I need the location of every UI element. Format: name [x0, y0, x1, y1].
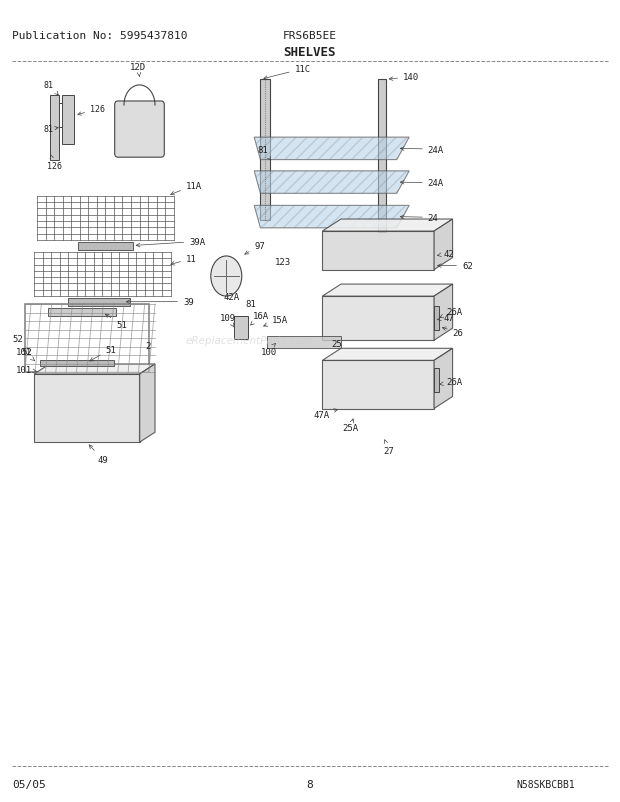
Text: 101: 101	[16, 365, 37, 374]
Polygon shape	[34, 364, 155, 375]
Text: 81: 81	[43, 81, 58, 95]
Polygon shape	[140, 364, 155, 443]
Text: N58SKBCBB1: N58SKBCBB1	[516, 780, 575, 789]
Text: 97: 97	[245, 241, 265, 255]
Text: 101: 101	[16, 347, 35, 361]
Text: 123: 123	[275, 257, 291, 266]
Polygon shape	[34, 375, 140, 443]
Text: 25A: 25A	[342, 419, 358, 432]
Text: 11A: 11A	[170, 181, 202, 196]
Bar	[48, 309, 116, 317]
Text: 26: 26	[443, 327, 463, 337]
FancyBboxPatch shape	[115, 102, 164, 158]
Text: 109: 109	[220, 314, 236, 328]
Circle shape	[211, 257, 242, 297]
Text: 51: 51	[105, 314, 126, 329]
Text: 15A: 15A	[264, 315, 288, 327]
Bar	[40, 360, 114, 367]
Polygon shape	[254, 206, 409, 229]
Bar	[234, 317, 248, 339]
Polygon shape	[322, 220, 453, 232]
Text: 49: 49	[89, 445, 108, 464]
Bar	[68, 298, 130, 306]
Text: 24A: 24A	[401, 179, 444, 188]
Text: 126: 126	[46, 156, 61, 170]
Bar	[62, 96, 74, 144]
Text: 8: 8	[307, 780, 313, 789]
Text: 42: 42	[438, 249, 454, 258]
Text: 39A: 39A	[136, 237, 205, 248]
Text: FRS6B5EE: FRS6B5EE	[283, 31, 337, 41]
Text: 24: 24	[401, 213, 438, 222]
Polygon shape	[322, 232, 434, 270]
Text: 140: 140	[389, 73, 419, 82]
Polygon shape	[434, 220, 453, 270]
Text: 52: 52	[22, 347, 32, 356]
Text: 39: 39	[126, 298, 193, 306]
Text: 62: 62	[438, 261, 472, 270]
Polygon shape	[322, 285, 453, 297]
Text: 11C: 11C	[264, 65, 311, 80]
Polygon shape	[254, 172, 409, 194]
Text: 81: 81	[245, 299, 255, 308]
Text: 16A: 16A	[250, 311, 269, 326]
Text: 52: 52	[12, 334, 23, 343]
Bar	[378, 80, 386, 233]
Text: 11: 11	[171, 255, 197, 265]
Text: Publication No: 5995437810: Publication No: 5995437810	[12, 31, 188, 41]
Text: 27: 27	[383, 440, 394, 455]
Text: eReplacementParts.com: eReplacementParts.com	[186, 335, 313, 345]
Text: 05/05: 05/05	[12, 780, 46, 789]
Polygon shape	[322, 361, 434, 409]
Polygon shape	[254, 138, 409, 160]
Bar	[267, 337, 341, 349]
Text: 81: 81	[257, 145, 271, 160]
Polygon shape	[322, 297, 434, 341]
Text: 24A: 24A	[401, 145, 444, 154]
Text: 26A: 26A	[440, 307, 463, 318]
Text: 2: 2	[146, 342, 151, 350]
Text: 12D: 12D	[130, 63, 146, 77]
Text: 42A: 42A	[223, 292, 239, 301]
Polygon shape	[434, 285, 453, 341]
Bar	[50, 96, 59, 160]
Text: 25: 25	[332, 339, 342, 348]
Bar	[434, 369, 439, 393]
Bar	[78, 242, 133, 250]
Text: 51: 51	[90, 345, 116, 362]
Text: 47: 47	[438, 314, 454, 322]
Text: 26A: 26A	[440, 378, 463, 387]
Text: 126: 126	[78, 105, 105, 116]
Text: 100: 100	[260, 344, 277, 356]
Text: SHELVES: SHELVES	[284, 46, 336, 59]
Bar	[434, 306, 439, 330]
Text: 47A: 47A	[313, 409, 337, 419]
Text: 81: 81	[43, 125, 58, 134]
Polygon shape	[322, 349, 453, 361]
Bar	[260, 80, 270, 221]
Polygon shape	[434, 349, 453, 409]
